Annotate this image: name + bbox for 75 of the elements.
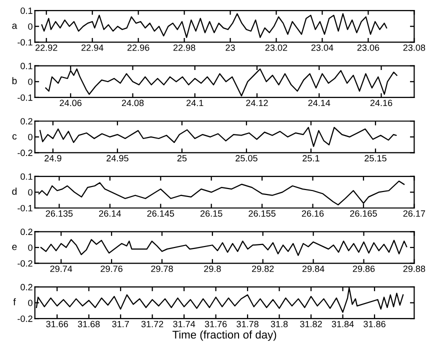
x-tick-label: 26.135	[46, 210, 73, 217]
y-tick-label: 0	[28, 23, 32, 30]
x-tick-label: 26.16	[302, 210, 324, 217]
x-tick-label: 24.1	[186, 100, 204, 106]
x-tick-label: 23.02	[265, 44, 288, 51]
x-tick-label: 31.78	[236, 320, 258, 328]
x-tick-label: 31.84	[332, 320, 354, 328]
x-tick-label: 31.72	[141, 320, 164, 328]
x-tick-label: 24.14	[308, 100, 330, 106]
y-tick-label: 0	[28, 78, 32, 85]
y-axis-title: b	[12, 77, 17, 84]
x-tick-label: 29.88	[403, 266, 426, 272]
x-tick-label: 26.165	[350, 210, 377, 217]
x-tick-label: 25.1	[302, 155, 320, 162]
x-tick-label: 29.74	[50, 266, 72, 272]
x-tick-label: 23	[226, 44, 235, 51]
x-tick-label: 25	[177, 155, 187, 162]
y-tick-label: -0.2	[18, 150, 32, 156]
y-tick-label: -0.1	[18, 94, 32, 101]
x-tick-label: 31.66	[46, 320, 68, 328]
y-tick-label: -0.2	[18, 316, 32, 322]
x-tick-label: 29.82	[252, 266, 274, 272]
x-tick-label: 22.98	[173, 44, 196, 51]
x-tick-label: 31.7	[112, 320, 129, 328]
x-tick-label: 29.86	[352, 266, 375, 272]
y-tick-label: -0.2	[18, 260, 32, 267]
x-tick-label: 31.86	[364, 320, 386, 328]
y-tick-label: 0.2	[20, 284, 32, 290]
x-axis-title: Time (fraction of day)	[172, 330, 276, 341]
y-tick-label: 0	[28, 134, 32, 140]
x-tick-label: 29.78	[151, 266, 173, 272]
x-tick-label: 24.16	[370, 100, 392, 106]
x-tick-label: 31.74	[173, 320, 196, 328]
x-tick-label: 22.92	[36, 44, 58, 51]
x-tick-label: 26.17	[403, 210, 426, 217]
y-tick-label: 0	[28, 189, 32, 196]
x-tick-label: 23.04	[311, 44, 334, 51]
y-tick-label: 0.2	[20, 118, 32, 124]
y-axis-title: a	[12, 24, 18, 29]
x-tick-label: 26.14	[99, 210, 121, 217]
y-tick-label: 0.1	[20, 62, 32, 70]
x-tick-label: 31.8	[270, 320, 288, 328]
x-tick-label: 25.05	[236, 155, 258, 162]
y-tick-label: 0	[28, 300, 32, 306]
x-tick-label: 24.95	[106, 155, 128, 162]
x-tick-label: 24.9	[44, 155, 62, 162]
line-series	[39, 126, 397, 147]
y-axis-title: d	[12, 188, 17, 195]
line-series	[41, 13, 388, 38]
y-axis-title: c	[12, 134, 17, 140]
x-tick-label: 29.76	[100, 266, 122, 272]
x-tick-label: 29.84	[302, 266, 324, 272]
x-tick-label: 22.94	[82, 44, 104, 51]
x-tick-label: 31.82	[300, 320, 322, 328]
x-tick-label: 26.15	[200, 210, 222, 217]
y-axis-title: e	[12, 244, 17, 250]
x-tick-label: 23.08	[403, 44, 426, 51]
y-tick-label: -0.1	[18, 204, 32, 212]
x-tick-label: 22.96	[127, 44, 150, 51]
y-tick-label: 0.1	[20, 173, 32, 180]
y-tick-label: 0.2	[20, 228, 32, 236]
x-tick-label: 29.8	[204, 266, 221, 272]
y-tick-label: -0.1	[18, 39, 32, 46]
x-tick-label: 24.08	[122, 100, 144, 106]
x-tick-label: 24.12	[246, 100, 268, 106]
x-tick-label: 24.06	[60, 100, 82, 106]
y-axis-title: f	[13, 298, 16, 306]
x-tick-label: 31.68	[78, 320, 100, 328]
x-tick-label: 26.145	[147, 210, 174, 217]
x-tick-label: 25.15	[364, 155, 386, 162]
x-tick-label: 26.155	[248, 210, 276, 217]
y-tick-label: 0	[28, 244, 32, 251]
x-tick-label: 23.06	[357, 44, 380, 51]
y-tick-label: 0.1	[20, 8, 32, 14]
x-tick-label: 31.76	[204, 320, 227, 328]
